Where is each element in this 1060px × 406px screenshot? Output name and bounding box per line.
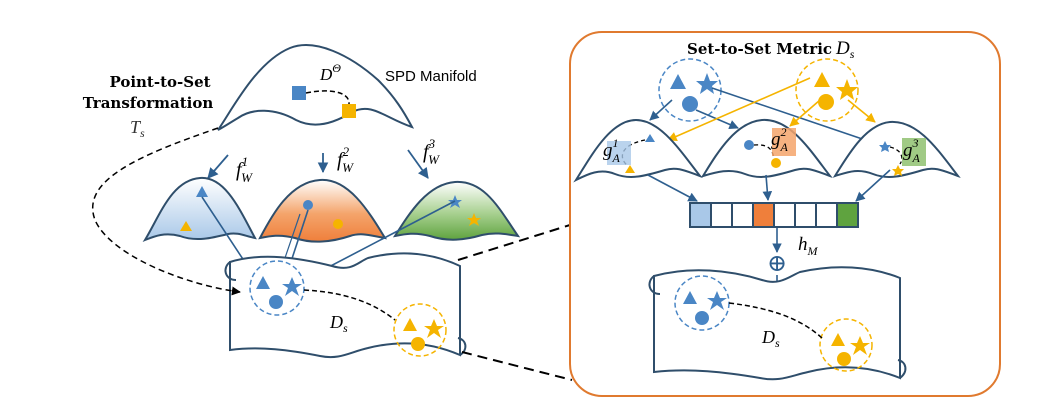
arrow-blue-to-g1 xyxy=(649,99,673,121)
set-space-curl xyxy=(224,261,237,281)
spd-manifold-label: SPD Manifold xyxy=(385,68,477,85)
g3-dashed xyxy=(889,146,903,165)
set-blue-triangle xyxy=(256,276,270,289)
point-to-set-title-line2: Transformation xyxy=(83,94,214,112)
manifold-blue xyxy=(142,176,257,243)
right-set-space-curl-right xyxy=(897,359,907,379)
map-f3-label: f3 W xyxy=(423,136,440,167)
g2-highlight xyxy=(772,128,796,156)
right-set-space-curl xyxy=(648,275,661,295)
right-blue-star xyxy=(707,291,727,310)
metric-g1-label: g1 A xyxy=(603,136,621,165)
spd-manifold-surface xyxy=(217,44,415,131)
manifold-orange xyxy=(258,178,387,243)
transform-symbol-label: Ts xyxy=(130,117,145,140)
right-blue-circle xyxy=(695,311,709,325)
g1-blue-triangle xyxy=(645,134,655,142)
set-space-curl-right xyxy=(457,337,467,356)
metric-d-theta-label: DΘ xyxy=(319,61,341,84)
right-yellow-cluster xyxy=(819,318,873,372)
g3-highlight xyxy=(902,138,926,166)
top-yellow-triangle xyxy=(814,72,830,87)
set-to-set-title: Set-to-Set Metric Ds xyxy=(687,38,855,61)
g3-blue-star xyxy=(879,141,891,152)
set-distance-dashed xyxy=(303,289,396,321)
map-f2-label: f2 W xyxy=(337,144,354,175)
blue-triangle-point xyxy=(196,186,208,197)
map-arrow-1 xyxy=(207,154,229,179)
arrow-g1-to-vector xyxy=(647,174,698,202)
right-blue-triangle xyxy=(683,291,697,304)
g1-yellow-triangle xyxy=(625,165,635,173)
right-yellow-star xyxy=(850,336,870,355)
arrow-yellow-to-g2 xyxy=(789,99,821,127)
zoom-line-top xyxy=(457,224,571,261)
top-blue-circle xyxy=(682,96,698,112)
yellow-circle-point xyxy=(333,219,343,229)
right-set-space-surface xyxy=(653,266,901,381)
arrow-yellow-to-g3 xyxy=(847,99,876,123)
metric-manifold-2 xyxy=(700,118,833,178)
blue-set-cluster xyxy=(249,260,305,316)
g3-yellow-star xyxy=(892,165,904,176)
top-yellow-circle xyxy=(818,94,834,110)
yellow-star-point xyxy=(467,213,481,226)
set-yellow-circle xyxy=(411,337,425,351)
g2-dashed xyxy=(753,144,775,159)
top-blue-cluster xyxy=(658,58,722,122)
g1-highlight xyxy=(607,141,631,165)
g2-blue-circle xyxy=(744,140,754,150)
set-blue-circle xyxy=(269,295,283,309)
g2-yellow-circle xyxy=(771,158,781,168)
metric-g2-label: g2 A xyxy=(771,125,789,154)
top-yellow-star xyxy=(836,79,858,100)
map-arrow-3 xyxy=(407,149,429,179)
manifold-green xyxy=(392,180,521,241)
transformation-dashed-path xyxy=(92,127,241,296)
set-blue-star xyxy=(282,277,302,296)
map-f1-label: f1 W xyxy=(236,154,253,185)
top-blue-triangle xyxy=(670,74,686,89)
arrow-blue-to-g3 xyxy=(711,87,881,147)
blue-square-point xyxy=(292,86,306,100)
right-set-distance-dashed xyxy=(728,302,823,339)
zoom-line-bottom xyxy=(461,351,573,381)
arrow-g2-to-vector xyxy=(762,174,773,201)
yellow-triangle-point xyxy=(180,221,192,231)
metric-g3-label: g3 A xyxy=(903,136,921,165)
blue-circle-point xyxy=(303,200,313,210)
top-yellow-cluster xyxy=(795,58,859,122)
yellow-set-cluster xyxy=(393,303,447,357)
left-ds-label: Ds xyxy=(329,312,348,335)
hm-label: hM xyxy=(798,234,819,258)
right-ds-label: Ds xyxy=(761,327,780,350)
right-yellow-triangle xyxy=(831,333,845,346)
metric-manifold-3 xyxy=(832,120,961,178)
set-yellow-triangle xyxy=(403,318,417,331)
arrow-yellow-to-g1 xyxy=(667,77,811,141)
set-space-surface xyxy=(229,252,461,358)
set-yellow-star xyxy=(424,319,444,338)
oplus-symbol: ⊕ xyxy=(767,249,787,277)
yellow-square-point xyxy=(342,104,356,118)
arrow-g3-to-vector xyxy=(855,169,891,202)
point-to-set-title-line1: Point-to-Set xyxy=(109,73,210,91)
feature-vector xyxy=(689,202,859,228)
right-yellow-circle xyxy=(837,352,851,366)
